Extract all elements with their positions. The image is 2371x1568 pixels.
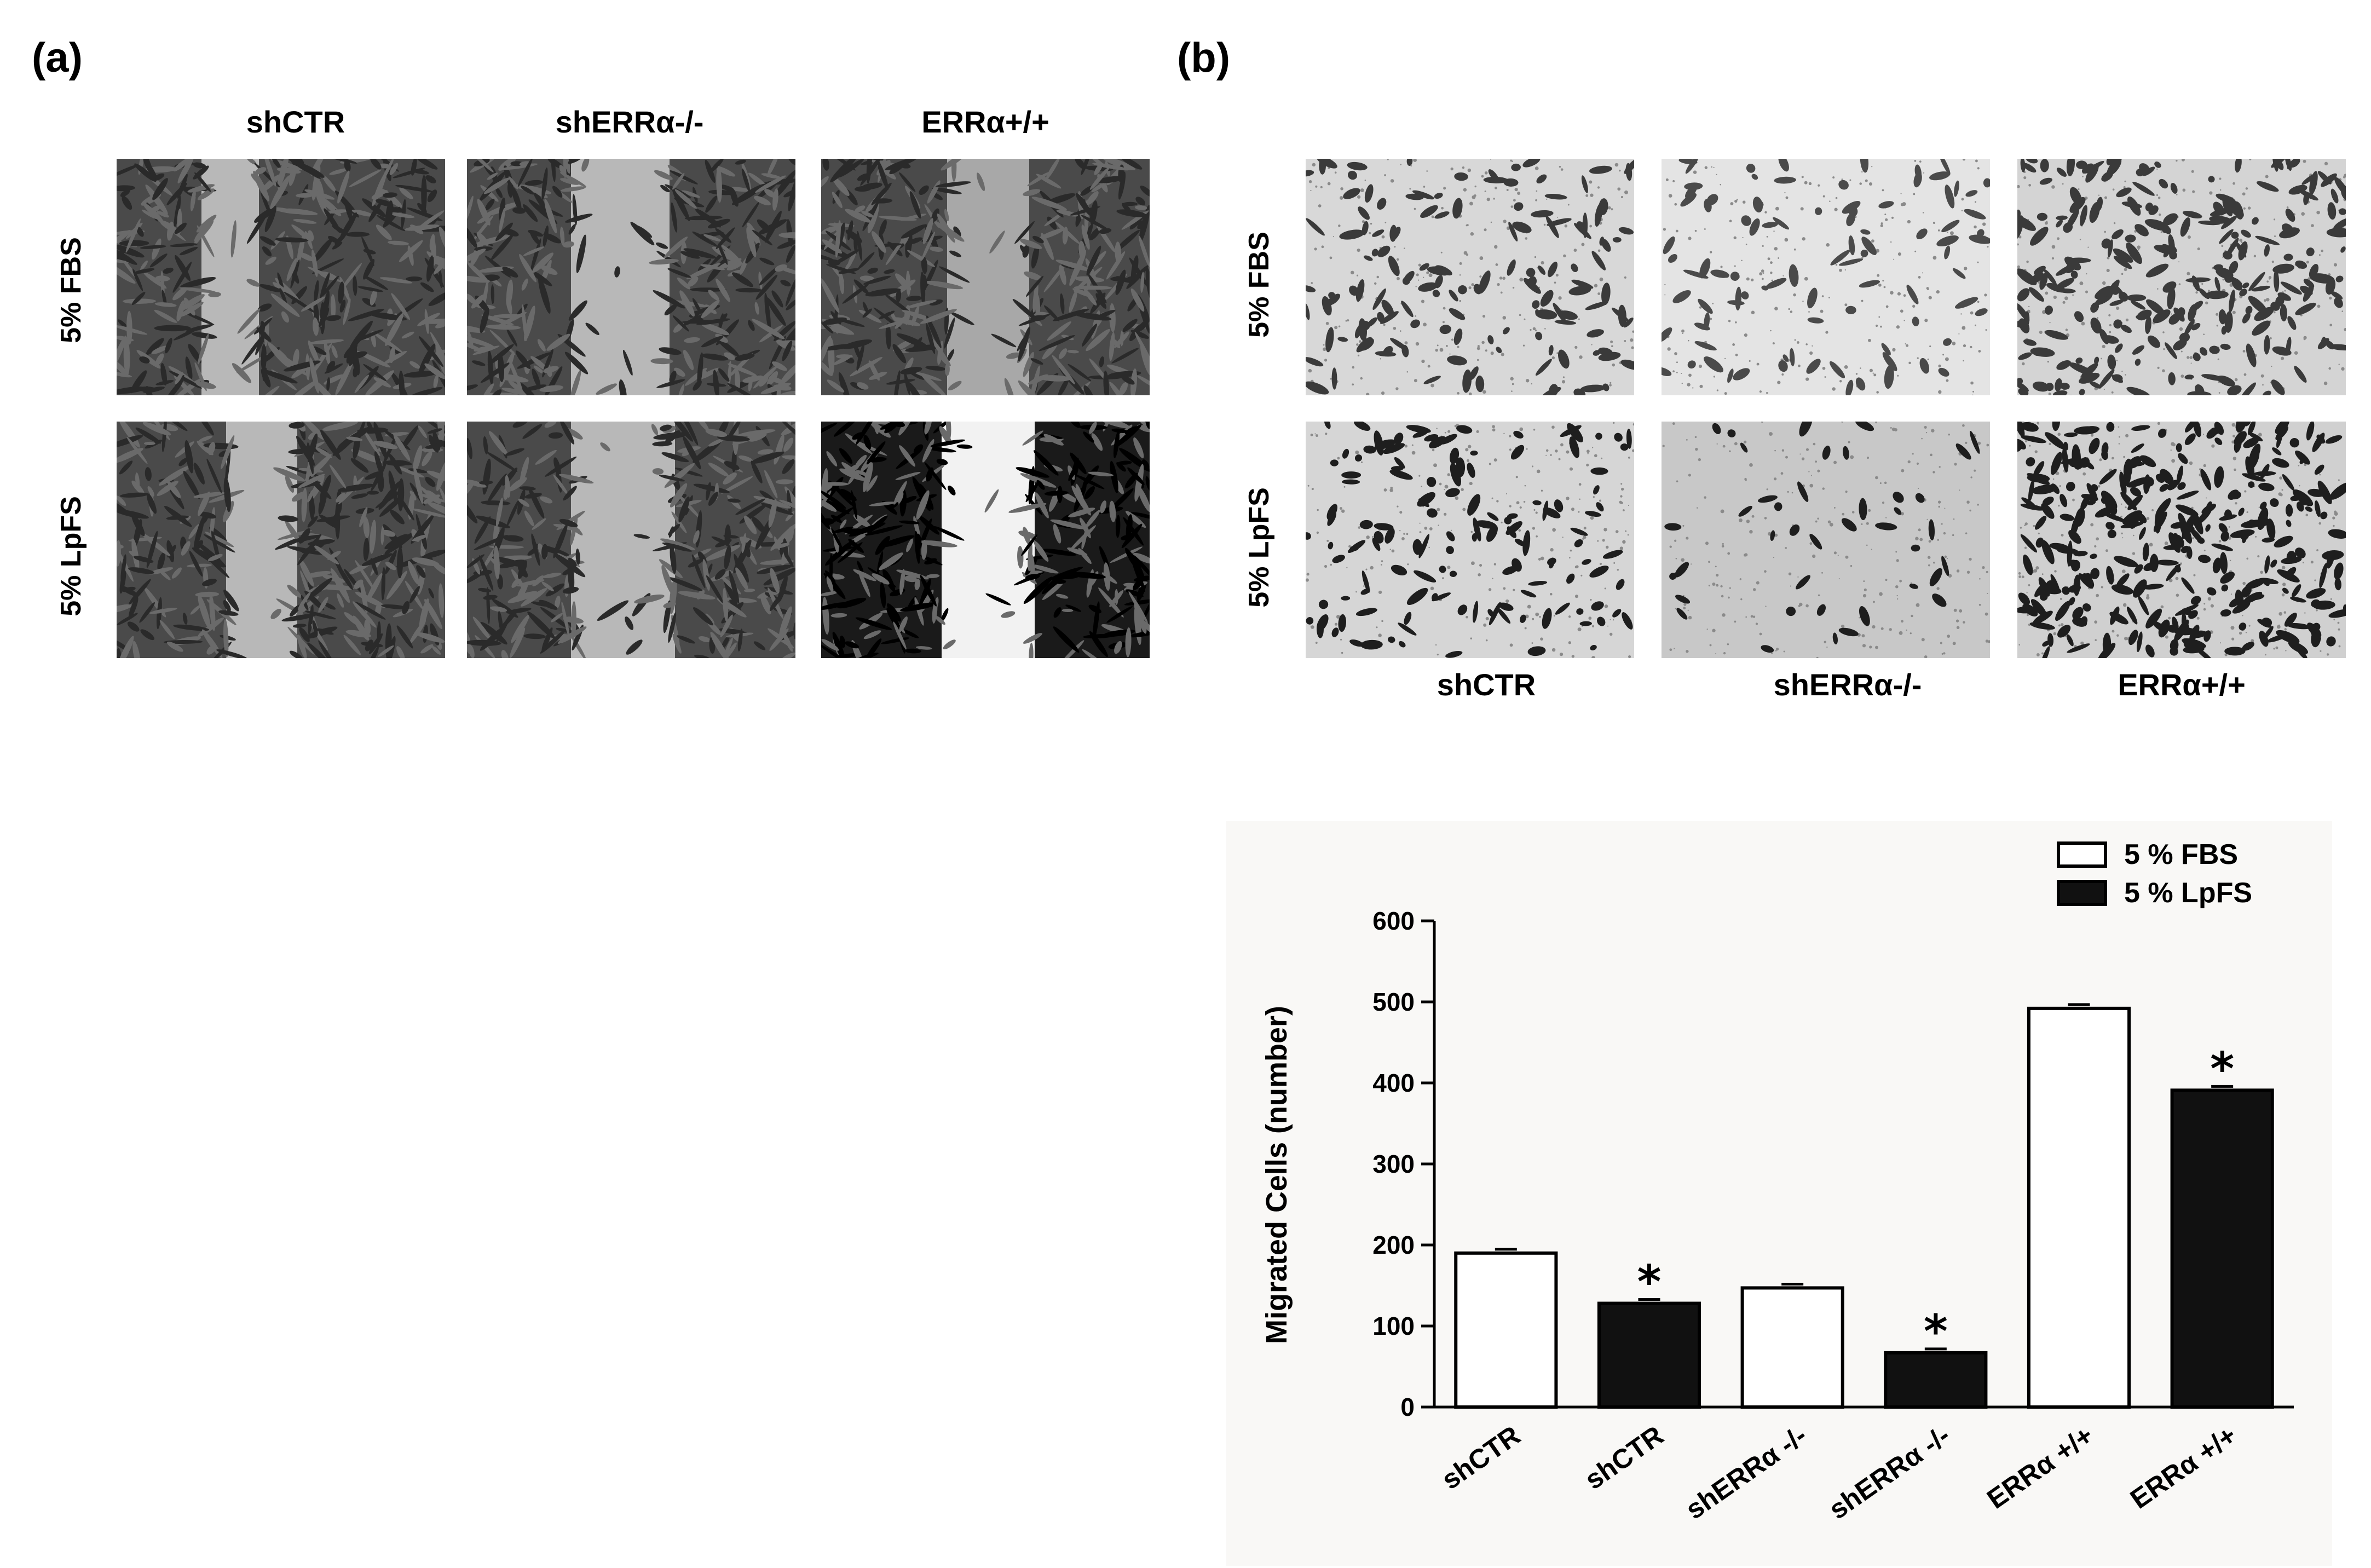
panel-a-col-label-shctr: shCTR	[246, 105, 345, 139]
y-axis-title: Migrated Cells (number)	[1260, 1006, 1293, 1344]
bar-chart-svg: 0 100 200 300 400 500 600 Migrated Cells (numbe…	[1260, 839, 2294, 1525]
panel-b-image-erra-lpfs	[2017, 422, 2346, 658]
panel-b-image-shctr-lpfs	[1306, 422, 1634, 658]
panel-b-col-label-sherra: shERRα-/-	[1773, 667, 1922, 702]
legend-label: 5 % LpFS	[2124, 877, 2252, 909]
x-tick-label: shCTR	[1436, 1420, 1526, 1495]
panel-b-image-shctr-fbs	[1306, 159, 1634, 395]
y-tick-label: 600	[1372, 907, 1415, 935]
y-tick-label: 300	[1372, 1150, 1415, 1178]
panel-b-image-sherra-lpfs	[1662, 422, 1990, 658]
panel-b-row-label-fbs: 5% FBS	[1243, 232, 1275, 338]
y-tick-label: 500	[1372, 988, 1415, 1016]
legend-label: 5 % FBS	[2124, 839, 2238, 871]
legend-swatch	[2057, 841, 2107, 868]
panel-b-image-sherra-fbs	[1662, 159, 1990, 395]
y-tick-label: 400	[1372, 1069, 1415, 1097]
x-tick-label: shERRα -/-	[1824, 1420, 1956, 1525]
y-tick-label: 200	[1372, 1231, 1415, 1259]
panel-a-image-erra-fbs	[821, 159, 1150, 395]
panel-a-image-erra-lpfs	[821, 422, 1150, 658]
panel-a-image-shctr-lpfs	[117, 422, 445, 658]
x-tick-label: ERRα +/+	[1981, 1420, 2098, 1514]
x-tick-label: shCTR	[1579, 1420, 1669, 1495]
bar	[1597, 1301, 1701, 1409]
bar	[1454, 1251, 1558, 1409]
panel-a-image-sherra-lpfs	[467, 422, 795, 658]
panel-b-image-erra-fbs	[2017, 159, 2346, 395]
significance-marker: *	[2210, 1042, 2234, 1096]
bar	[2027, 1006, 2131, 1409]
panel-b-row-label-lpfs: 5% LpFS	[1243, 487, 1275, 608]
panel-a-col-label-sherra: shERRα-/-	[555, 105, 704, 139]
panel-b-col-label-shctr: shCTR	[1437, 667, 1536, 702]
panel-a-label: (a)	[32, 34, 83, 81]
x-tick-label: shERRα -/-	[1680, 1420, 1813, 1525]
panel-b-label: (b)	[1177, 34, 1231, 81]
bar	[1740, 1286, 1844, 1409]
panel-b-col-label-erra: ERRα+/+	[2118, 667, 2246, 702]
y-tick-label: 0	[1400, 1393, 1415, 1421]
panel-a-row-label-fbs: 5% FBS	[55, 237, 87, 343]
panel-a-col-label-erra: ERRα+/+	[921, 105, 1049, 139]
bar	[1884, 1351, 1988, 1409]
legend-swatch	[2057, 880, 2107, 906]
significance-marker: *	[1924, 1305, 1948, 1358]
y-tick-label: 100	[1372, 1312, 1415, 1340]
bar	[2170, 1088, 2274, 1409]
panel-a-image-sherra-fbs	[467, 159, 795, 395]
migration-bar-chart: 0 100 200 300 400 500 600 Migrated Cells (numbe…	[1226, 821, 2332, 1566]
x-tick-label: ERRα +/+	[2125, 1420, 2242, 1514]
panel-a-row-label-lpfs: 5% LpFS	[55, 496, 87, 616]
significance-marker: *	[1637, 1255, 1662, 1309]
panel-a-image-shctr-fbs	[117, 159, 445, 395]
